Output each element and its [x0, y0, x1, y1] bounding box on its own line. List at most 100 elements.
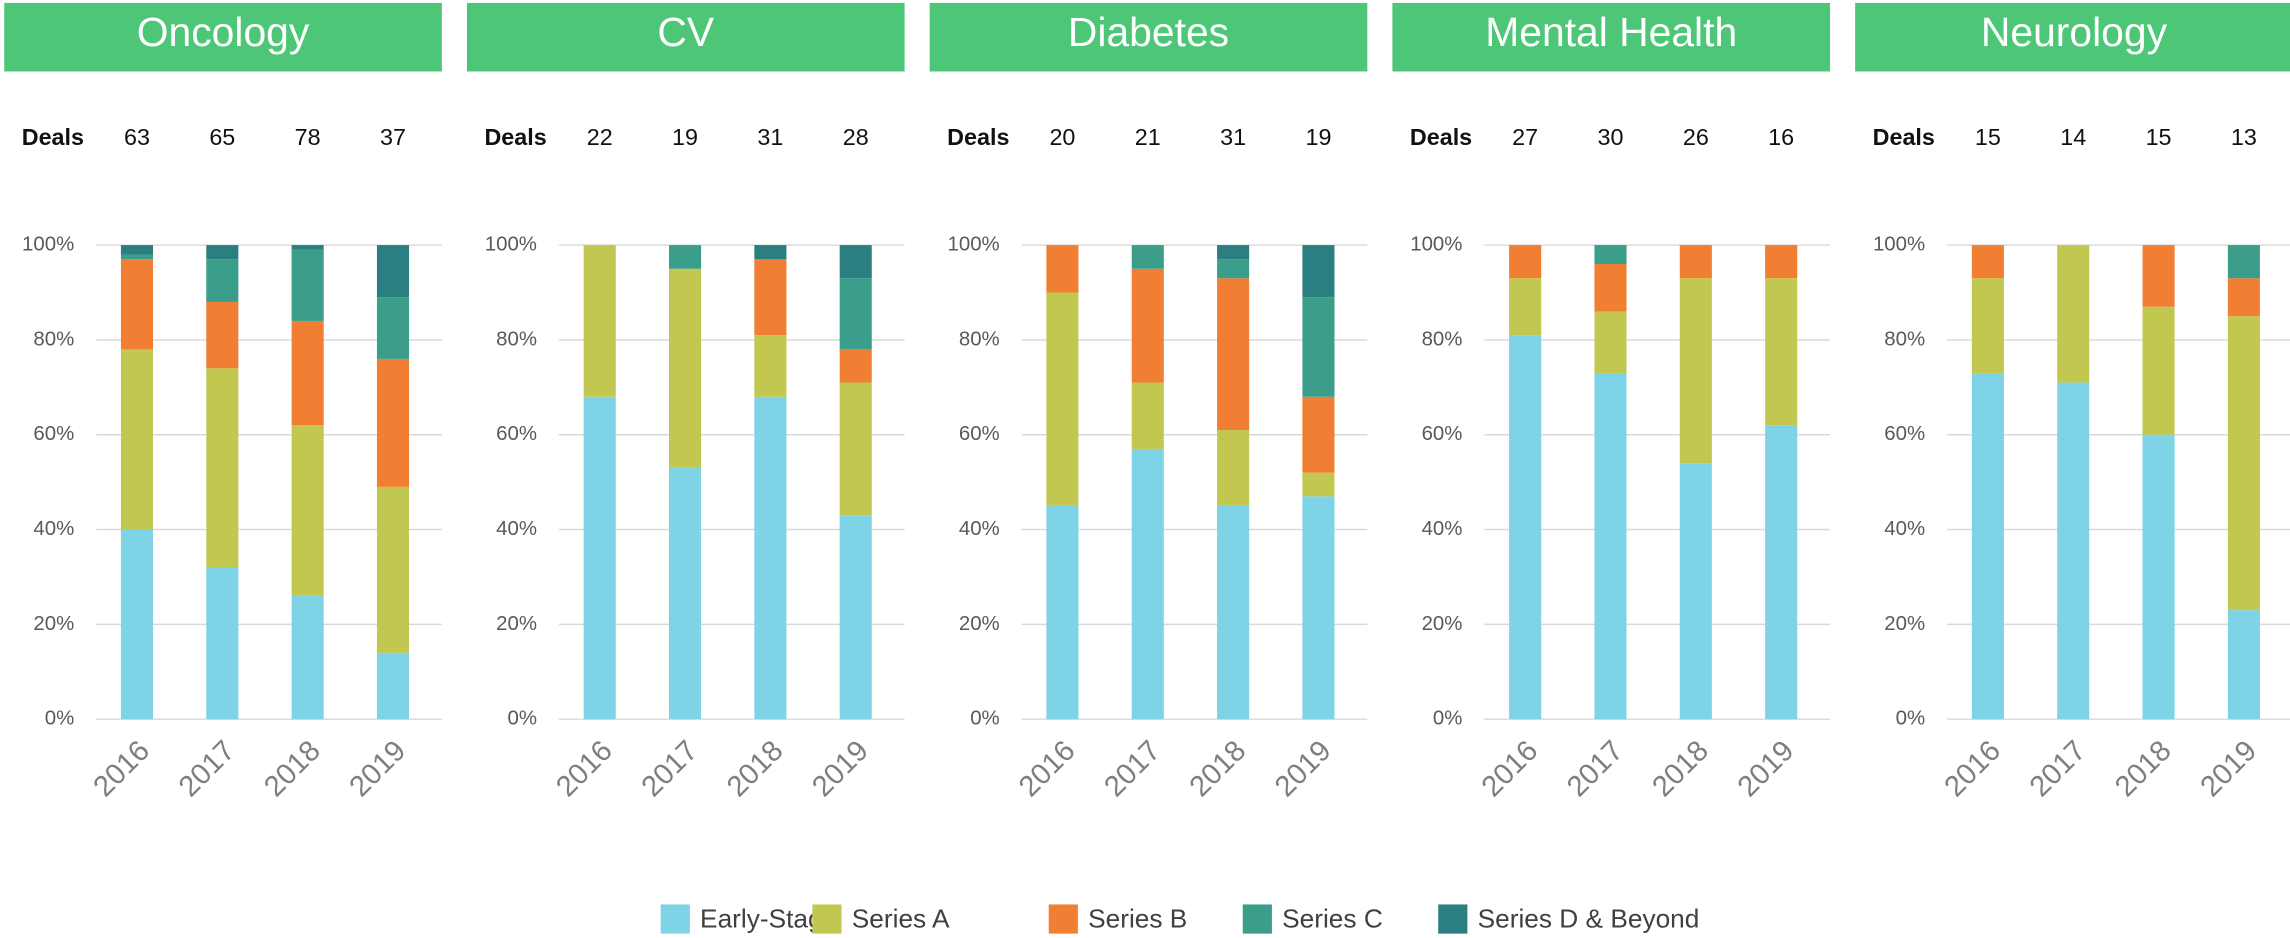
x-tick-label: 2017 [2024, 735, 2093, 804]
y-tick-label: 0% [1896, 708, 1926, 730]
bar-segment [1594, 311, 1627, 374]
y-tick-label: 0% [45, 708, 75, 730]
bar-segment [1594, 245, 1627, 265]
bar-segment [839, 245, 872, 279]
bar-segment [2227, 278, 2260, 317]
bar-segment [291, 595, 324, 720]
bar-segment [120, 529, 154, 720]
bar-segment [1509, 278, 1542, 336]
bar-segment [120, 259, 154, 350]
deal-count: 20 [1049, 124, 1075, 150]
bar-segment [839, 382, 872, 516]
bar-segment [291, 249, 324, 321]
y-tick-label: 100% [948, 233, 1000, 255]
bar-segment [2142, 434, 2175, 720]
y-tick-label: 80% [33, 328, 74, 350]
bar-segment [1302, 496, 1335, 720]
y-tick-label: 0% [1433, 708, 1463, 730]
legend-swatch [1048, 904, 1078, 934]
chart-title: Neurology [1981, 9, 2168, 55]
legend-swatch [812, 904, 842, 934]
bar-segment [839, 349, 872, 383]
bar-segment [1046, 245, 1079, 293]
x-tick-label: 2019 [344, 735, 413, 804]
bar-segment [754, 245, 787, 260]
x-tick-label: 2018 [721, 735, 790, 804]
bar-segment [1971, 278, 2004, 374]
bar-segment [2142, 306, 2175, 435]
title-band [929, 2, 1368, 72]
y-tick-label: 60% [1422, 423, 1463, 445]
x-tick-label: 2019 [1269, 735, 1338, 804]
bar-segment [1971, 245, 2004, 279]
y-tick-label: 20% [33, 613, 74, 635]
deals-label: Deals [947, 124, 1009, 150]
bar-segment [1679, 278, 1712, 464]
bar-segment [1131, 448, 1164, 720]
bar-segment [1679, 245, 1712, 279]
y-tick-label: 40% [1884, 518, 1925, 540]
bar-segment [120, 254, 154, 260]
chart-panel: CV Deals 0% 20% 40% 60% 80% 100% 22 2016 19 2017 31 2… [466, 2, 905, 804]
bar-segment [1765, 245, 1798, 279]
deal-count: 26 [1683, 124, 1709, 150]
bar-segment [291, 320, 324, 426]
deal-count: 31 [1220, 124, 1246, 150]
y-tick-label: 40% [959, 518, 1000, 540]
bar-segment [376, 486, 410, 653]
deal-count: 15 [2146, 124, 2172, 150]
bar-segment [2142, 245, 2175, 307]
x-tick-label: 2019 [2195, 735, 2264, 804]
deal-count: 30 [1598, 124, 1624, 150]
bar-segment [583, 245, 616, 397]
bar-segment [1131, 245, 1164, 269]
deal-count: 31 [757, 124, 783, 150]
legend-swatch [660, 904, 690, 934]
bar-segment [754, 396, 787, 720]
legend-item: Series B [1048, 903, 1187, 934]
bar-segment [206, 245, 239, 260]
bar-segment [1765, 425, 1798, 720]
bar-segment [1971, 373, 2004, 720]
bar-segment [206, 368, 239, 568]
bar-segment [291, 245, 324, 250]
x-tick-label: 2016 [1939, 735, 2008, 804]
bar-segment [1131, 382, 1164, 449]
chart-title: Diabetes [1068, 9, 1229, 55]
bar-segment [1679, 463, 1712, 720]
deal-count: 78 [295, 124, 321, 150]
bar-segment [1217, 505, 1250, 720]
bar-segment [1509, 335, 1542, 720]
legend-item: Series A [812, 903, 950, 934]
y-tick-label: 80% [959, 328, 1000, 350]
bar-segment [206, 259, 239, 302]
title-band [1855, 2, 2290, 72]
x-tick-label: 2018 [1184, 735, 1253, 804]
bar-segment [754, 335, 787, 397]
bar-segment [1594, 373, 1627, 720]
bar-segment [2227, 316, 2260, 611]
deal-count: 22 [587, 124, 613, 150]
y-tick-label: 80% [1884, 328, 1925, 350]
legend-swatch [1242, 904, 1272, 934]
bar-segment [376, 652, 410, 720]
x-tick-label: 2017 [1561, 735, 1630, 804]
y-tick-label: 0% [507, 708, 537, 730]
y-tick-label: 20% [959, 613, 1000, 635]
bar-segment [668, 245, 702, 269]
bar-segment [839, 515, 872, 720]
bar-segment [1131, 268, 1164, 383]
bar-segment [1302, 396, 1335, 473]
bar-segment [1217, 259, 1250, 279]
y-tick-label: 60% [959, 423, 1000, 445]
legend-label: Series C [1282, 903, 1383, 933]
deals-label: Deals [22, 124, 84, 150]
chart-title: CV [657, 9, 714, 55]
y-tick-label: 60% [496, 423, 537, 445]
bar-segment [1302, 245, 1335, 298]
x-tick-label: 2016 [1013, 735, 1082, 804]
chart-title: Mental Health [1485, 9, 1737, 55]
title-band [466, 2, 905, 72]
